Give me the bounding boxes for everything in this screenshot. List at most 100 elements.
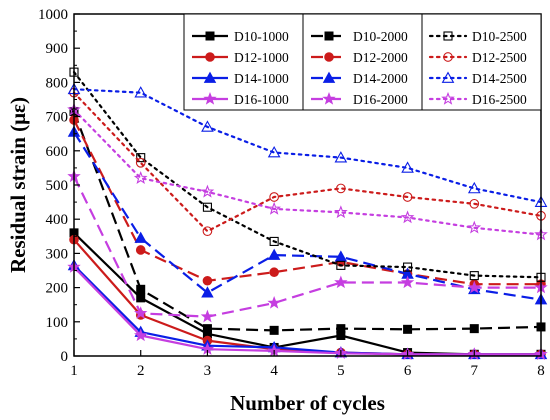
data-point: [202, 202, 212, 212]
x-tick-label: 6: [404, 363, 412, 379]
data-point: [469, 198, 480, 209]
x-tick-label: 5: [337, 363, 345, 379]
series-line: [73, 266, 541, 356]
data-point: [403, 262, 413, 272]
data-point: [401, 161, 414, 173]
legend-marker: [322, 91, 336, 105]
legend-marker: [441, 91, 455, 105]
series-line: [72, 88, 543, 204]
data-point: [136, 284, 146, 294]
legend-label: D14-1000: [234, 71, 289, 86]
data-point: [201, 286, 214, 298]
x-tick-label: 8: [537, 363, 545, 379]
data-point: [269, 192, 279, 202]
y-tick-label: 700: [46, 110, 69, 126]
legend-label: D16-1000: [234, 92, 289, 107]
legend-label: D14-2000: [353, 71, 408, 86]
data-point: [200, 184, 215, 198]
x-tick-label: 4: [270, 363, 278, 379]
legend-label: D12-2000: [353, 50, 408, 65]
y-tick-label: 100: [46, 315, 69, 331]
data-point: [202, 226, 213, 237]
data-point: [267, 248, 281, 260]
data-point: [136, 293, 146, 303]
series-line: [72, 91, 543, 233]
legend-marker: [324, 31, 334, 41]
data-point: [336, 324, 346, 334]
data-point: [467, 280, 481, 294]
legend-marker: [441, 71, 455, 83]
y-tick-label: 1000: [38, 7, 68, 23]
data-point: [334, 275, 348, 289]
data-point: [134, 328, 148, 342]
data-point: [467, 181, 481, 194]
plot-series: [67, 67, 548, 360]
legend: D10-1000 D12-1000 D14-1000 D16-1000 D10-2000…: [183, 13, 542, 111]
y-tick-label: 600: [46, 144, 69, 160]
data-point: [200, 309, 215, 323]
legend-box: [183, 13, 304, 111]
x-axis: 1 2 3 4 5 6 7 8: [70, 350, 545, 379]
legend-label: D12-2500: [472, 50, 527, 65]
x-axis-title: Number of cycles: [230, 391, 385, 415]
legend-label: D12-1000: [234, 50, 289, 65]
legend-label: D10-2500: [472, 29, 527, 44]
series-line: [73, 131, 542, 301]
data-point: [403, 324, 413, 334]
x-tick-label: 3: [204, 363, 212, 379]
series-D12-2000: [69, 115, 546, 289]
legend-marker: [205, 31, 215, 41]
legend-marker: [205, 52, 215, 62]
y-tick-label: 200: [46, 281, 69, 297]
data-point: [201, 120, 214, 132]
data-point: [269, 236, 279, 246]
y-tick-label: 800: [46, 75, 69, 91]
data-point: [267, 295, 281, 309]
y-tick-label: 500: [46, 178, 69, 194]
legend-label: D10-1000: [234, 29, 289, 44]
data-point: [267, 145, 281, 158]
y-axis: 0 100 200 300 400 500 600 700 800 900 1000: [38, 7, 80, 365]
series-line: [72, 111, 542, 332]
data-point: [202, 275, 213, 286]
y-tick-label: 900: [46, 41, 69, 57]
data-point: [336, 183, 346, 194]
legend-label: D16-2500: [472, 92, 527, 107]
series-D16-2500: [67, 102, 548, 241]
data-point: [334, 151, 348, 163]
data-point: [202, 324, 212, 334]
data-point: [469, 324, 479, 334]
data-point: [400, 275, 415, 289]
data-point: [467, 220, 482, 234]
legend-label: D16-2000: [353, 92, 408, 107]
x-tick-label: 2: [137, 363, 145, 379]
data-point: [402, 192, 413, 202]
data-point: [269, 267, 279, 278]
data-point: [134, 306, 148, 319]
legend-box: [421, 13, 542, 111]
data-point: [135, 245, 146, 255]
legend-marker: [203, 91, 217, 105]
series-line: [73, 119, 541, 286]
data-point: [334, 205, 348, 219]
legend-marker: [324, 52, 334, 62]
y-tick-label: 300: [46, 246, 69, 262]
legend-marker: [443, 31, 453, 41]
y-axis-title: Residual strain (με): [6, 97, 30, 273]
data-point: [133, 170, 148, 184]
y-tick-label: 0: [61, 349, 69, 365]
series-line: [73, 175, 541, 318]
data-point: [134, 231, 147, 243]
series-line: [72, 70, 543, 279]
x-tick-label: 7: [471, 363, 479, 379]
data-point: [267, 201, 281, 215]
data-point: [134, 86, 148, 98]
data-point: [336, 260, 346, 270]
series-line: [72, 108, 543, 236]
y-tick-label: 400: [46, 212, 69, 228]
series-D14-2500: [67, 82, 548, 207]
legend-label: D14-2500: [472, 71, 527, 86]
data-point: [135, 157, 146, 168]
legend-marker: [203, 71, 217, 83]
